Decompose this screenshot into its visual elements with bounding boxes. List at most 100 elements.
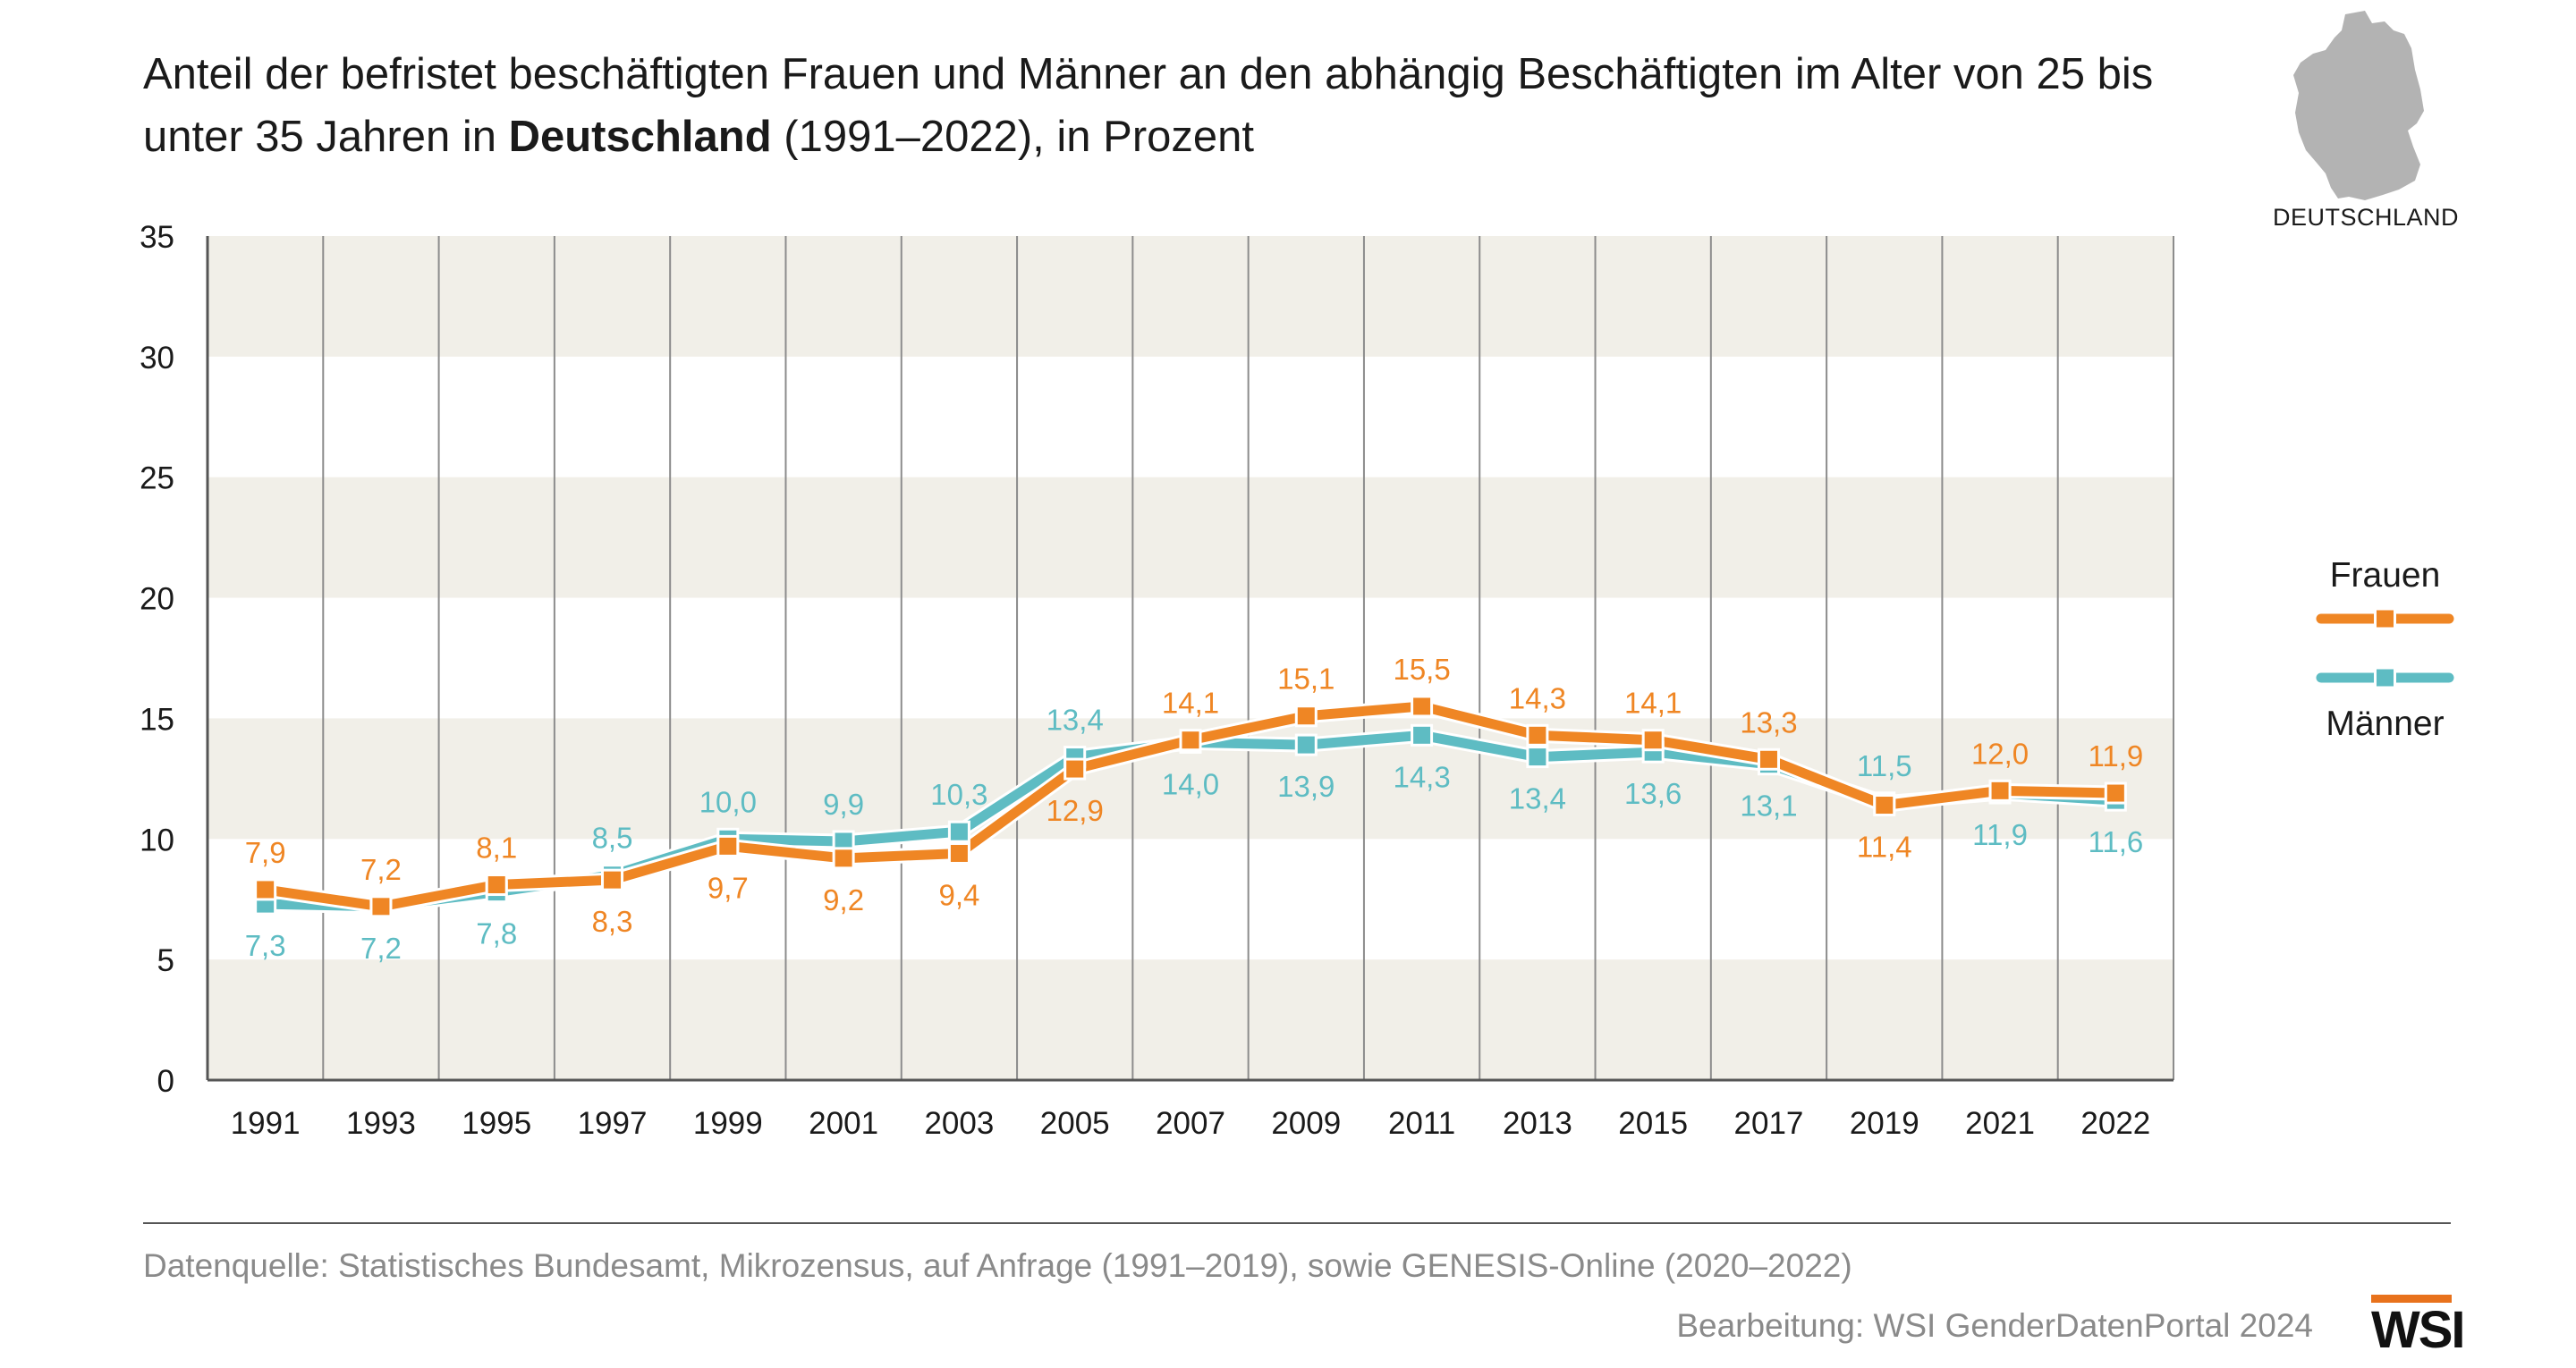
data-label: 15,1 bbox=[1277, 663, 1335, 696]
series-markers bbox=[254, 695, 2127, 918]
background-band bbox=[208, 959, 2174, 1080]
data-label: 8,1 bbox=[476, 832, 517, 865]
data-label: 9,4 bbox=[938, 878, 979, 911]
data-label: 7,9 bbox=[245, 836, 286, 869]
title-bold-region: Deutschland bbox=[508, 113, 772, 161]
data-point-marker bbox=[716, 834, 740, 857]
data-point-marker bbox=[601, 868, 624, 891]
data-label: 15,5 bbox=[1393, 653, 1450, 686]
data-point-marker bbox=[1411, 723, 1434, 747]
data-label: 13,1 bbox=[1740, 790, 1797, 823]
data-point-marker bbox=[1411, 695, 1434, 718]
y-tick-label: 25 bbox=[140, 461, 174, 496]
axes bbox=[206, 236, 2174, 1082]
data-point-marker bbox=[1988, 779, 2012, 802]
legend: Frauen Männer bbox=[2316, 556, 2454, 743]
germany-map-shape bbox=[2293, 11, 2424, 200]
y-tick-label: 30 bbox=[140, 341, 174, 376]
footer-divider bbox=[143, 1222, 2451, 1224]
x-tick-label: 2022 bbox=[2080, 1106, 2150, 1141]
background-band bbox=[208, 477, 2174, 598]
data-label: 11,9 bbox=[1972, 818, 2028, 851]
x-tick-label: 2001 bbox=[809, 1106, 878, 1141]
data-label: 14,3 bbox=[1509, 681, 1566, 714]
data-label: 13,6 bbox=[1624, 777, 1682, 810]
data-point-marker bbox=[1873, 794, 1896, 817]
x-tick-label: 2005 bbox=[1040, 1106, 1110, 1141]
x-tick-label: 2019 bbox=[1850, 1106, 1919, 1141]
data-point-marker bbox=[1294, 733, 1318, 756]
data-label: 10,3 bbox=[930, 778, 987, 811]
wsi-logo-text: WSI bbox=[2371, 1301, 2466, 1359]
data-point-marker bbox=[832, 847, 855, 870]
legend-marker-maenner bbox=[2374, 666, 2396, 689]
data-point-marker bbox=[485, 874, 508, 897]
y-tick-label: 10 bbox=[140, 823, 174, 857]
data-label: 13,9 bbox=[1277, 770, 1335, 803]
legend-label-maenner: Männer bbox=[2326, 705, 2444, 743]
x-tick-label: 2013 bbox=[1503, 1106, 1572, 1141]
wsi-logo-bar bbox=[2371, 1295, 2452, 1303]
data-label: 12,0 bbox=[1971, 737, 2029, 770]
data-point-marker bbox=[1179, 729, 1202, 752]
data-point-marker bbox=[254, 878, 277, 901]
data-label: 7,2 bbox=[360, 853, 402, 886]
data-label: 12,9 bbox=[1046, 794, 1104, 827]
germany-map-icon bbox=[2293, 11, 2424, 200]
line-chart: 0 5 10 15 20 25 30 35 1991 1993 1995 1997 1999 2001 2… bbox=[140, 220, 2454, 1141]
data-label: 7,3 bbox=[245, 929, 286, 962]
x-tick-label: 2017 bbox=[1734, 1106, 1804, 1141]
data-label: 14,0 bbox=[1162, 767, 1219, 800]
data-point-marker bbox=[1526, 746, 1549, 769]
data-label: 14,1 bbox=[1624, 687, 1682, 720]
x-tick-label: 1997 bbox=[578, 1106, 648, 1141]
x-axis-ticks: 1991 1993 1995 1997 1999 2001 2003 2005 2007 2009… bbox=[231, 1106, 2151, 1141]
y-tick-label: 15 bbox=[140, 702, 174, 737]
source-note: Datenquelle: Statistisches Bundesamt, Mi… bbox=[143, 1247, 1852, 1284]
plot-background-bands bbox=[208, 236, 2174, 1080]
data-point-marker bbox=[369, 895, 393, 918]
x-tick-label: 1999 bbox=[693, 1106, 763, 1141]
data-point-marker bbox=[1526, 723, 1549, 747]
data-label: 7,2 bbox=[360, 932, 402, 965]
data-label: 8,5 bbox=[592, 822, 633, 855]
x-tick-label: 1993 bbox=[346, 1106, 416, 1141]
legend-label-frauen: Frauen bbox=[2330, 556, 2441, 595]
data-label: 7,8 bbox=[476, 917, 517, 950]
x-tick-label: 2003 bbox=[924, 1106, 994, 1141]
data-label: 9,7 bbox=[708, 871, 749, 904]
vertical-gridlines bbox=[322, 236, 2059, 1080]
y-tick-label: 0 bbox=[157, 1064, 174, 1099]
data-label: 8,3 bbox=[592, 905, 633, 938]
y-tick-label: 35 bbox=[140, 220, 174, 255]
data-label: 13,4 bbox=[1046, 704, 1104, 737]
data-label: 14,1 bbox=[1162, 687, 1219, 720]
data-label: 10,0 bbox=[699, 785, 757, 818]
data-label: 11,4 bbox=[1857, 831, 1912, 864]
x-tick-label: 1995 bbox=[462, 1106, 531, 1141]
wsi-logo: WSI bbox=[2371, 1295, 2466, 1359]
x-tick-label: 1991 bbox=[231, 1106, 301, 1141]
data-point-marker bbox=[947, 841, 970, 865]
data-point-marker bbox=[947, 820, 970, 843]
data-labels: 7,9 7,3 7,2 7,2 8,1 7,8 8,3 8,5 9,7 10,0 9,2 9,9 9,4… bbox=[245, 653, 2144, 965]
x-tick-label: 2009 bbox=[1271, 1106, 1341, 1141]
map-label: DEUTSCHLAND bbox=[2272, 204, 2460, 231]
x-tick-label: 2007 bbox=[1156, 1106, 1225, 1141]
data-point-marker bbox=[2104, 781, 2127, 805]
y-tick-label: 5 bbox=[157, 943, 174, 978]
title-text-2: (1991–2022), in Prozent bbox=[771, 113, 1255, 161]
data-point-marker bbox=[1757, 747, 1780, 771]
data-point-marker bbox=[1294, 705, 1318, 728]
data-point-marker bbox=[1063, 757, 1087, 781]
x-tick-label: 2015 bbox=[1618, 1106, 1688, 1141]
data-point-marker bbox=[1641, 729, 1665, 752]
x-tick-label: 2021 bbox=[1965, 1106, 2035, 1141]
data-label: 13,4 bbox=[1509, 782, 1566, 815]
data-label: 11,6 bbox=[2088, 825, 2143, 858]
background-band bbox=[208, 236, 2174, 357]
data-label: 14,3 bbox=[1393, 760, 1450, 793]
data-label: 11,5 bbox=[1857, 749, 1912, 782]
chart-title: Anteil der befristet beschäftigten Fraue… bbox=[143, 43, 2245, 168]
y-tick-label: 20 bbox=[140, 582, 174, 617]
